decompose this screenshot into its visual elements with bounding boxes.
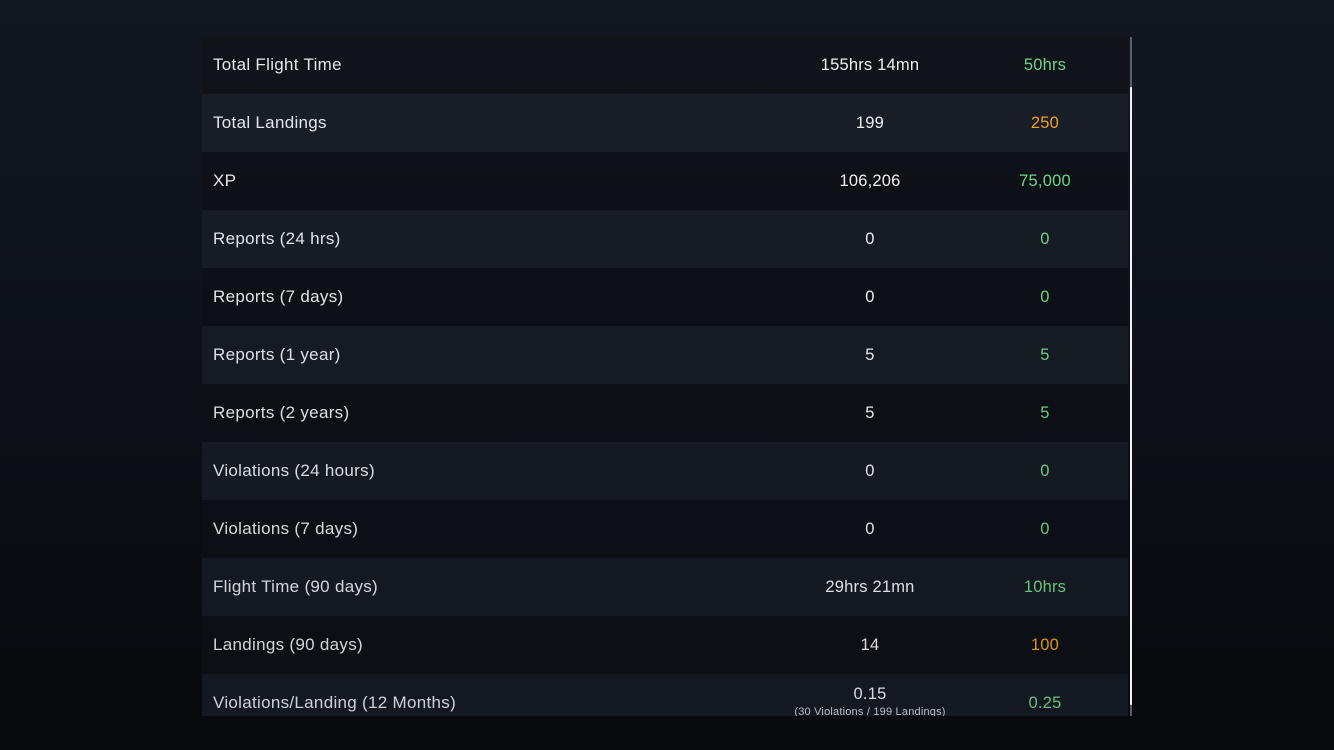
table-row: Total Landings 199 250 [202, 94, 1128, 152]
table-row: Reports (24 hrs) 0 0 [202, 210, 1128, 268]
stat-value: 29hrs 21mn [825, 577, 915, 596]
stat-value-stack: 0.15 (30 Violations / 199 Landings) [745, 674, 995, 716]
stat-value-detail: (30 Violations / 199 Landings) [794, 706, 946, 716]
stat-label: XP [213, 171, 237, 190]
stat-required-value: 10hrs [1023, 577, 1067, 596]
stat-value: 0 [865, 519, 875, 538]
stat-label: Reports (24 hrs) [213, 229, 341, 248]
table-row: Reports (1 year) 5 5 [202, 326, 1128, 384]
table-row: Total Flight Time 155hrs 14mn 50hrs [202, 36, 1128, 94]
stat-required-value: 0 [1040, 461, 1050, 480]
stat-label: Reports (2 years) [213, 403, 350, 422]
stat-label: Violations/Landing (12 Months) [213, 693, 457, 712]
table-row: Landings (90 days) 14 100 [202, 616, 1128, 674]
grade-stats-table[interactable]: Total Flight Time 155hrs 14mn 50hrs Total L… [202, 36, 1128, 716]
stat-value: 14 [860, 635, 880, 654]
table-row: Violations (24 hours) 0 0 [202, 442, 1128, 500]
stat-value: 155hrs 14mn [820, 55, 920, 74]
table-row: Violations (7 days) 0 0 [202, 500, 1128, 558]
grade-table-rows: Total Flight Time 155hrs 14mn 50hrs Total L… [202, 36, 1128, 716]
stat-value: 5 [865, 345, 875, 364]
stat-required-value: 75,000 [1019, 171, 1071, 190]
stat-required-value: 0 [1040, 287, 1050, 306]
stat-required-value: 0 [1040, 519, 1050, 538]
stat-label: Violations (24 hours) [213, 461, 375, 480]
stat-required-value: 50hrs [1023, 55, 1067, 74]
table-row: Violations/Landing (12 Months) 0.15 (30 Vi… [202, 674, 1128, 716]
table-scrollbar-thumb[interactable] [1130, 87, 1132, 705]
stat-value: 0.15 [853, 685, 887, 703]
table-row: XP 106,206 75,000 [202, 152, 1128, 210]
stat-value: 5 [865, 403, 875, 422]
stat-value: 0 [865, 461, 875, 480]
stat-label: Landings (90 days) [213, 635, 363, 654]
stat-label: Total Landings [213, 113, 327, 132]
stat-label: Total Flight Time [213, 55, 342, 74]
stat-value: 0 [865, 229, 875, 248]
stat-required-value: 5 [1040, 403, 1050, 422]
table-row: Reports (2 years) 5 5 [202, 384, 1128, 442]
table-row: Flight Time (90 days) 29hrs 21mn 10hrs [202, 558, 1128, 616]
stat-value: 199 [855, 113, 885, 132]
stat-label: Flight Time (90 days) [213, 577, 379, 596]
stat-required-value: 5 [1040, 345, 1050, 364]
stat-required-value: 0.25 [1028, 693, 1062, 712]
stat-required-value: 0 [1040, 229, 1050, 248]
stat-label: Reports (7 days) [213, 287, 344, 306]
stat-label: Violations (7 days) [213, 519, 359, 538]
table-scrollbar-track[interactable] [1130, 37, 1132, 716]
table-row: Reports (7 days) 0 0 [202, 268, 1128, 326]
stat-required-value: 250 [1030, 113, 1060, 132]
stat-required-value: 100 [1030, 635, 1060, 654]
stat-value: 106,206 [839, 171, 901, 190]
stat-value: 0 [865, 287, 875, 306]
stat-label: Reports (1 year) [213, 345, 341, 364]
